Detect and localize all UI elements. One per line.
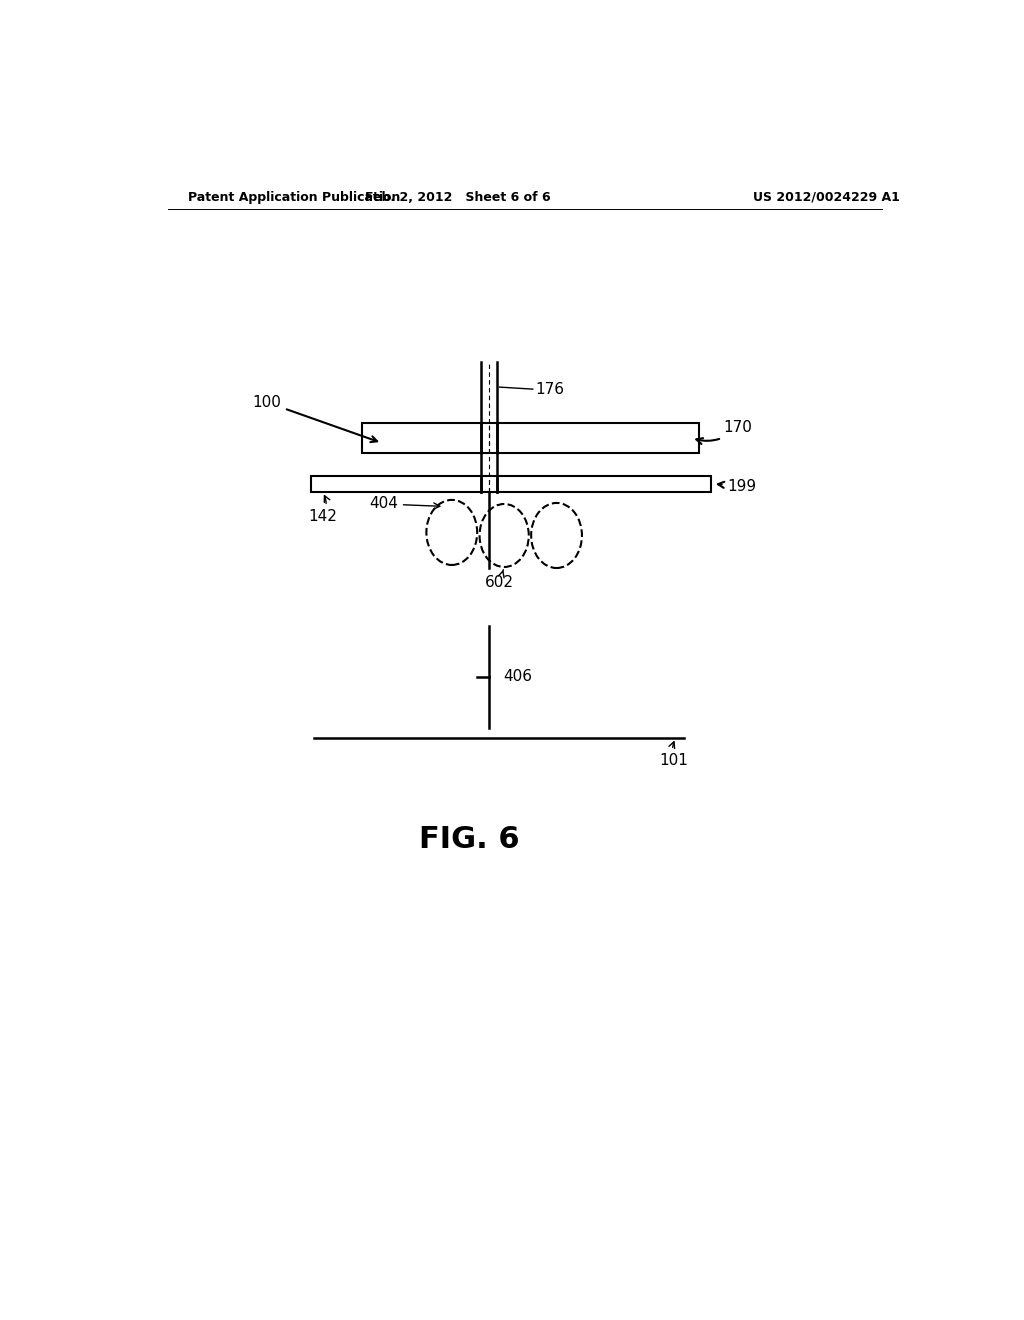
Bar [310, 475, 712, 492]
Text: Feb. 2, 2012   Sheet 6 of 6: Feb. 2, 2012 Sheet 6 of 6 [365, 190, 550, 203]
Text: Patent Application Publication: Patent Application Publication [187, 190, 400, 203]
Text: 170: 170 [696, 420, 752, 444]
Text: US 2012/0024229 A1: US 2012/0024229 A1 [753, 190, 900, 203]
Text: 602: 602 [485, 570, 514, 590]
Text: 199: 199 [718, 479, 757, 494]
Text: FIG. 6: FIG. 6 [419, 825, 519, 854]
Text: 176: 176 [536, 381, 564, 396]
Text: 101: 101 [659, 742, 688, 768]
Bar [362, 422, 699, 453]
Text: 406: 406 [504, 669, 532, 684]
Text: 100: 100 [253, 395, 377, 442]
Text: 404: 404 [369, 496, 440, 511]
Text: 142: 142 [308, 495, 337, 524]
